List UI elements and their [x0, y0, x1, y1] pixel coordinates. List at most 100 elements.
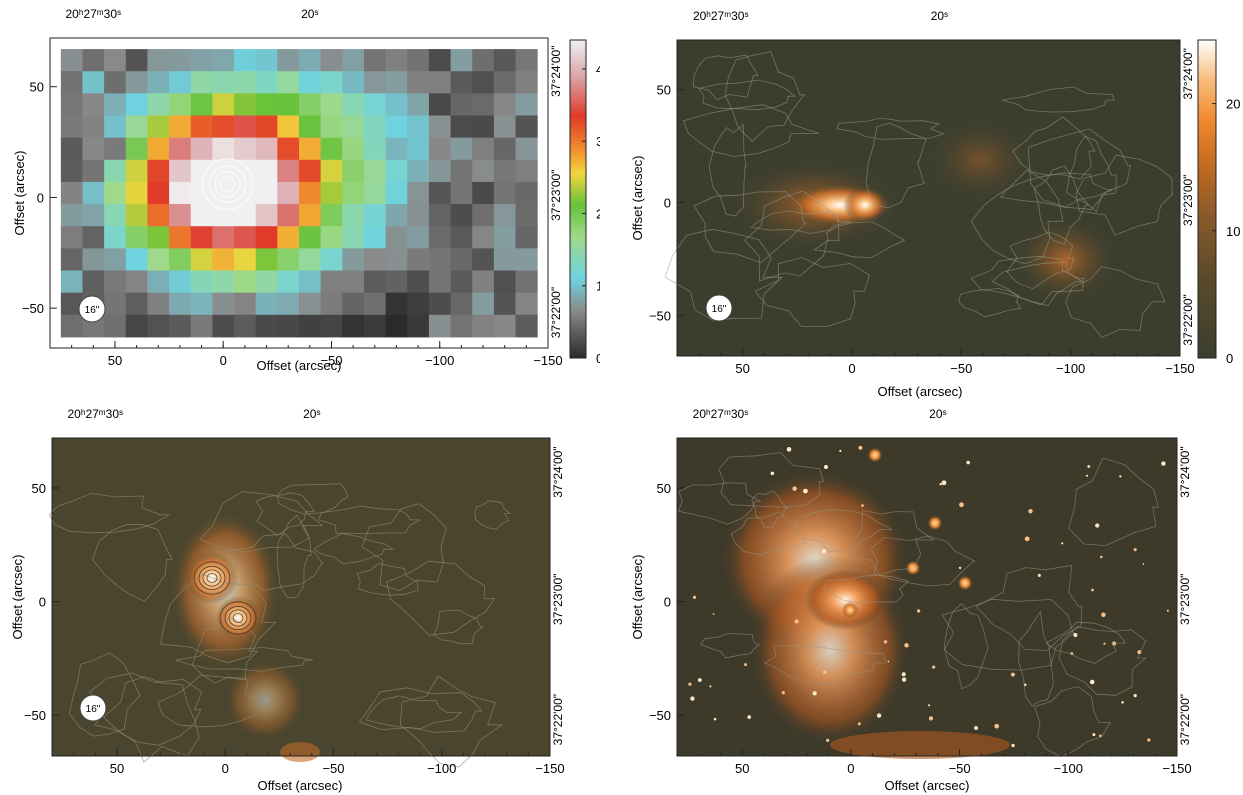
- heatmap-cell: [428, 292, 452, 316]
- heatmap-cell: [234, 204, 257, 227]
- faint-source: [887, 660, 890, 663]
- heatmap-cell: [342, 181, 365, 205]
- heatmap-cell: [450, 292, 473, 316]
- faint-source: [744, 663, 748, 667]
- x-tick-label: 0: [222, 761, 229, 776]
- heatmap-cell: [190, 248, 213, 271]
- heatmap-cell: [234, 248, 257, 271]
- colorbar-tick-label: 300: [596, 134, 600, 149]
- faint-source: [794, 619, 799, 624]
- heatmap-cell: [60, 71, 83, 94]
- contour: [763, 644, 887, 685]
- heatmap-cell: [472, 248, 495, 271]
- heatmap-cell: [277, 292, 300, 316]
- heatmap-cell: [255, 181, 278, 205]
- contour: [744, 190, 840, 282]
- heatmap-cell: [190, 93, 213, 116]
- faint-source: [928, 716, 934, 721]
- heatmap-cell: [515, 292, 538, 316]
- heatmap-cell: [169, 270, 192, 294]
- faint-source: [1010, 672, 1015, 677]
- heatmap-cell: [190, 292, 213, 316]
- y-tick-label: −50: [649, 308, 671, 323]
- contour: [276, 514, 312, 599]
- heatmap-cell: [342, 248, 365, 271]
- contour: [970, 169, 1064, 265]
- heatmap-cell: [363, 159, 387, 183]
- y-tick-label: −50: [22, 301, 44, 316]
- x-tick-label: −100: [1056, 361, 1085, 376]
- y-axis-label: Offset (arcsec): [630, 554, 645, 639]
- heatmap-cell: [104, 71, 127, 94]
- heatmap-cell: [363, 181, 387, 205]
- x-tick-label: −150: [535, 761, 564, 776]
- heatmap-cell: [472, 204, 495, 227]
- faint-source: [1119, 475, 1122, 478]
- faint-source: [958, 566, 962, 570]
- heatmap-cell: [169, 159, 192, 183]
- heatmap-cell: [493, 71, 517, 94]
- heatmap-cell: [515, 181, 538, 205]
- heatmap-cell: [125, 292, 148, 316]
- top-axis-label: 20ˢ: [303, 407, 320, 421]
- contour: [356, 562, 419, 596]
- colorbar-tick-label: 20: [1226, 97, 1240, 112]
- heatmap-cell: [363, 137, 387, 161]
- plot-frame: [49, 37, 549, 349]
- faint-source: [941, 480, 947, 486]
- heatmap-cell: [493, 137, 517, 161]
- contour: [1018, 610, 1054, 707]
- faint-source: [781, 691, 785, 695]
- heatmap-cell: [493, 248, 517, 271]
- heatmap-cell: [385, 115, 408, 139]
- heatmap-cell: [234, 93, 257, 116]
- heatmap-cell: [299, 181, 322, 205]
- right-axis-label: 37°24'00": [1181, 48, 1195, 99]
- heatmap-cell: [320, 292, 343, 316]
- heatmap-cell: [363, 270, 387, 294]
- heatmap-cell: [190, 71, 213, 94]
- heatmap-cell: [363, 292, 387, 316]
- beam-label: 16": [86, 704, 101, 715]
- faint-source: [1142, 563, 1145, 565]
- faint-source: [747, 715, 752, 719]
- contour: [193, 561, 231, 595]
- faint-source: [709, 685, 712, 688]
- y-axis-label: Offset (arcsec): [10, 554, 25, 639]
- heatmap-cell: [515, 270, 538, 294]
- top-axis-label: 20ʰ27ᵐ30ˢ: [68, 407, 124, 421]
- heatmap-cell: [125, 204, 148, 227]
- contour-lines: [48, 483, 512, 768]
- contour: [865, 122, 927, 209]
- heatmap-cell: [147, 292, 170, 316]
- heatmap-cell: [320, 181, 343, 205]
- contour: [941, 598, 1076, 671]
- heatmap-cell: [450, 226, 473, 249]
- heatmap-cell: [60, 181, 83, 205]
- heatmap-cell: [234, 314, 257, 338]
- heatmap-cell: [104, 226, 127, 249]
- heatmap-cell: [82, 226, 105, 249]
- heatmap-cell: [147, 204, 170, 227]
- heatmap-cell: [363, 49, 387, 72]
- contour: [822, 574, 909, 604]
- faint-source: [928, 704, 931, 707]
- heatmap-cell: [472, 181, 495, 205]
- faint-source: [1147, 738, 1151, 742]
- beam-label: 16": [712, 304, 727, 315]
- heatmap-cell: [407, 204, 430, 227]
- faint-source: [974, 726, 979, 730]
- contour: [975, 565, 1083, 652]
- axis-ticks: 50 0 −50 −100 −150 50 0 −50 20ʰ27ᵐ30ˢ 20ˢ 37°24'00…: [22, 7, 563, 368]
- heatmap-cell: [147, 314, 170, 338]
- heatmap-cell: [385, 49, 408, 72]
- contour: [219, 601, 257, 635]
- heatmap-cell: [212, 314, 235, 338]
- heatmap-cell: [82, 115, 105, 139]
- heatmap-cell: [428, 270, 452, 294]
- x-tick-label: −100: [425, 353, 454, 368]
- heatmap-cell: [472, 71, 495, 94]
- faint-source: [959, 502, 964, 508]
- heatmap-cell: [212, 204, 235, 227]
- heatmap-cell: [60, 115, 83, 139]
